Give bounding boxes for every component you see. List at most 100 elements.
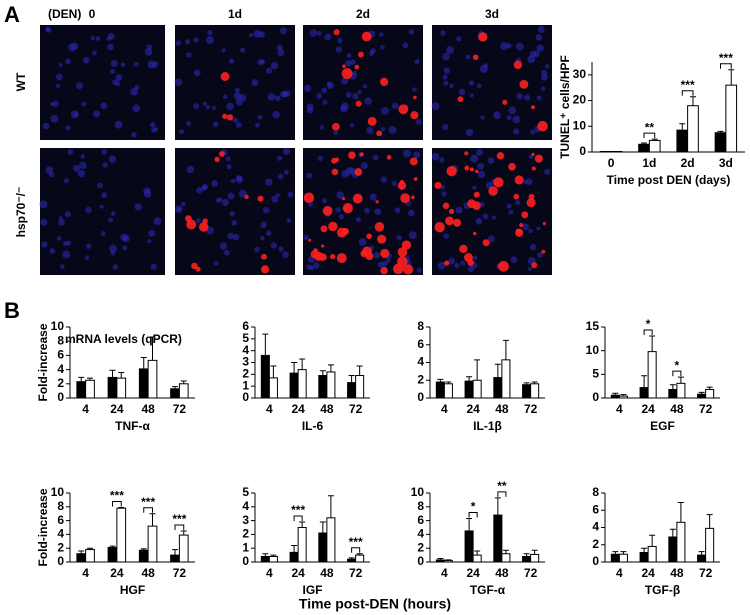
error-bar — [494, 497, 501, 516]
micrograph — [303, 25, 423, 140]
nucleus — [260, 236, 265, 241]
nucleus — [529, 51, 537, 58]
bar — [268, 555, 278, 563]
bar — [714, 132, 727, 153]
nucleus — [454, 262, 460, 269]
nucleus — [443, 80, 449, 86]
nucleus — [62, 250, 71, 259]
error-bar — [620, 394, 627, 397]
significance-label: *** — [719, 51, 733, 65]
apoptotic-cell — [342, 64, 346, 68]
nucleus — [544, 168, 551, 175]
x-tick-label: 48 — [670, 566, 684, 580]
nucleus — [528, 228, 533, 234]
nucleus — [50, 102, 55, 107]
apoptotic-cell — [319, 253, 327, 261]
nucleus — [60, 264, 65, 269]
y-tick-label: 6 — [592, 502, 599, 516]
error-bar — [649, 534, 656, 547]
nucleus — [101, 192, 108, 199]
nucleus — [535, 34, 543, 41]
micrograph — [431, 148, 552, 275]
x-tick-label: 72 — [173, 566, 187, 580]
nucleus — [228, 58, 235, 64]
apoptotic-cell — [377, 234, 387, 244]
apoptotic-cell — [502, 99, 508, 105]
nucleus — [306, 172, 313, 179]
x-axis-title: IL-1β — [473, 419, 502, 433]
apoptotic-cell — [397, 247, 408, 257]
bar — [170, 388, 180, 399]
nucleus — [77, 170, 86, 178]
y-tick-label: 4 — [592, 520, 599, 534]
apoptotic-cell — [198, 222, 209, 232]
error-bar — [677, 501, 684, 523]
nucleus — [374, 208, 382, 216]
den-label: (DEN) — [48, 7, 81, 21]
y-tick-label: 2 — [57, 540, 64, 554]
apoptotic-cell — [444, 216, 454, 226]
apoptotic-cell — [397, 181, 407, 190]
panel-label: B — [4, 298, 20, 323]
apoptotic-cell — [361, 31, 372, 42]
nucleus — [100, 102, 108, 110]
nucleus — [437, 261, 446, 270]
nucleus — [101, 149, 108, 155]
nucleus — [372, 154, 379, 161]
bar — [472, 554, 482, 563]
y-tick-label: 0 — [417, 390, 424, 404]
nucleus — [508, 209, 514, 215]
apoptotic-cell — [220, 72, 230, 81]
nucleus — [207, 29, 213, 36]
x-tick-label: 4 — [266, 402, 273, 416]
error-bar — [620, 551, 627, 555]
nucleus — [265, 178, 273, 186]
y-tick-label: 15 — [586, 319, 600, 333]
bar — [347, 558, 357, 563]
bar — [289, 551, 299, 563]
nucleus — [58, 219, 65, 226]
y-tick-label: 5 — [242, 331, 249, 345]
bar — [676, 521, 686, 563]
nucleus — [460, 260, 466, 266]
bar — [639, 387, 649, 399]
error-bar — [78, 376, 85, 382]
nucleus — [227, 192, 235, 200]
nucleus — [107, 43, 114, 51]
bar — [610, 553, 620, 563]
nucleus — [230, 178, 236, 184]
nucleus — [316, 30, 322, 36]
nucleus — [321, 87, 328, 94]
nucleus — [506, 203, 512, 209]
nucleus — [67, 149, 74, 155]
nucleus — [143, 187, 151, 195]
x-tick-label: 4 — [441, 566, 448, 580]
x-axis-title: Time post DEN (days) — [607, 173, 731, 187]
error-bar — [327, 364, 334, 372]
x-tick-label: 1d — [642, 156, 656, 170]
nucleus — [277, 173, 284, 180]
apoptotic-cell — [354, 64, 360, 70]
bar — [618, 395, 628, 399]
nucleus — [45, 27, 52, 33]
nucleus — [337, 38, 343, 44]
column-label: 1d — [228, 7, 242, 21]
nucleus — [537, 25, 545, 33]
apoptotic-cell — [531, 152, 535, 156]
bar — [610, 394, 620, 399]
nucleus — [403, 149, 411, 158]
nucleus — [131, 132, 137, 138]
nucleus — [516, 42, 524, 51]
micrograph — [40, 25, 165, 140]
apoptotic-cell — [341, 227, 349, 235]
apoptotic-cell — [320, 225, 328, 233]
bar — [647, 351, 657, 399]
nucleus — [283, 147, 291, 155]
apoptotic-cell — [519, 222, 524, 228]
y-tick-label: 1 — [242, 378, 249, 392]
nucleus — [373, 251, 381, 259]
y-tick-label: 10 — [573, 118, 587, 132]
nucleus — [186, 121, 192, 126]
nucleus — [368, 51, 374, 57]
nucleus — [394, 207, 401, 213]
